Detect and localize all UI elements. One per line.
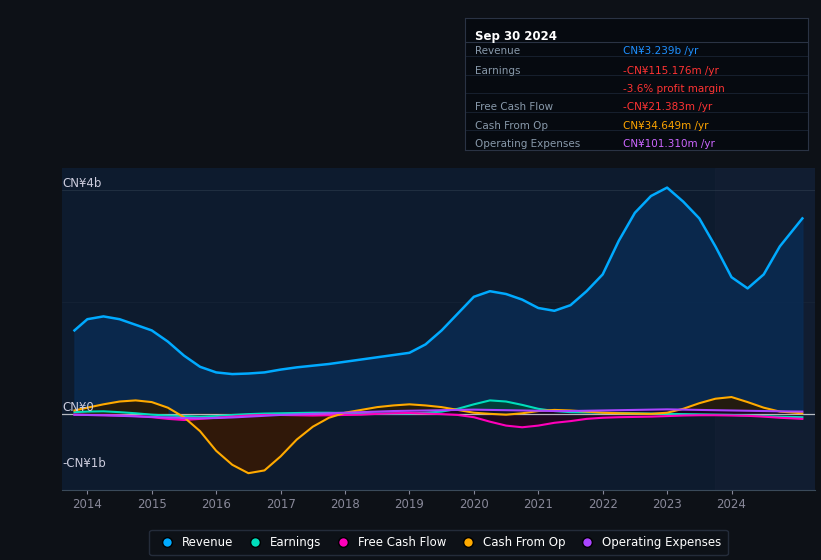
Text: CN¥3.239b /yr: CN¥3.239b /yr (623, 46, 698, 56)
Legend: Revenue, Earnings, Free Cash Flow, Cash From Op, Operating Expenses: Revenue, Earnings, Free Cash Flow, Cash … (149, 530, 727, 555)
Text: CN¥34.649m /yr: CN¥34.649m /yr (623, 121, 709, 131)
Text: CN¥101.310m /yr: CN¥101.310m /yr (623, 139, 714, 150)
Text: -CN¥1b: -CN¥1b (63, 458, 107, 470)
Text: CN¥4b: CN¥4b (63, 178, 103, 190)
Text: Earnings: Earnings (475, 66, 521, 76)
Text: Free Cash Flow: Free Cash Flow (475, 102, 553, 113)
Text: CN¥0: CN¥0 (63, 402, 94, 414)
Text: Cash From Op: Cash From Op (475, 121, 548, 131)
Text: -CN¥21.383m /yr: -CN¥21.383m /yr (623, 102, 712, 113)
Text: Sep 30 2024: Sep 30 2024 (475, 30, 557, 43)
Text: Operating Expenses: Operating Expenses (475, 139, 580, 150)
Text: -3.6% profit margin: -3.6% profit margin (623, 84, 724, 94)
Bar (715, 168, 815, 490)
Text: -CN¥115.176m /yr: -CN¥115.176m /yr (623, 66, 718, 76)
Text: Revenue: Revenue (475, 46, 521, 56)
